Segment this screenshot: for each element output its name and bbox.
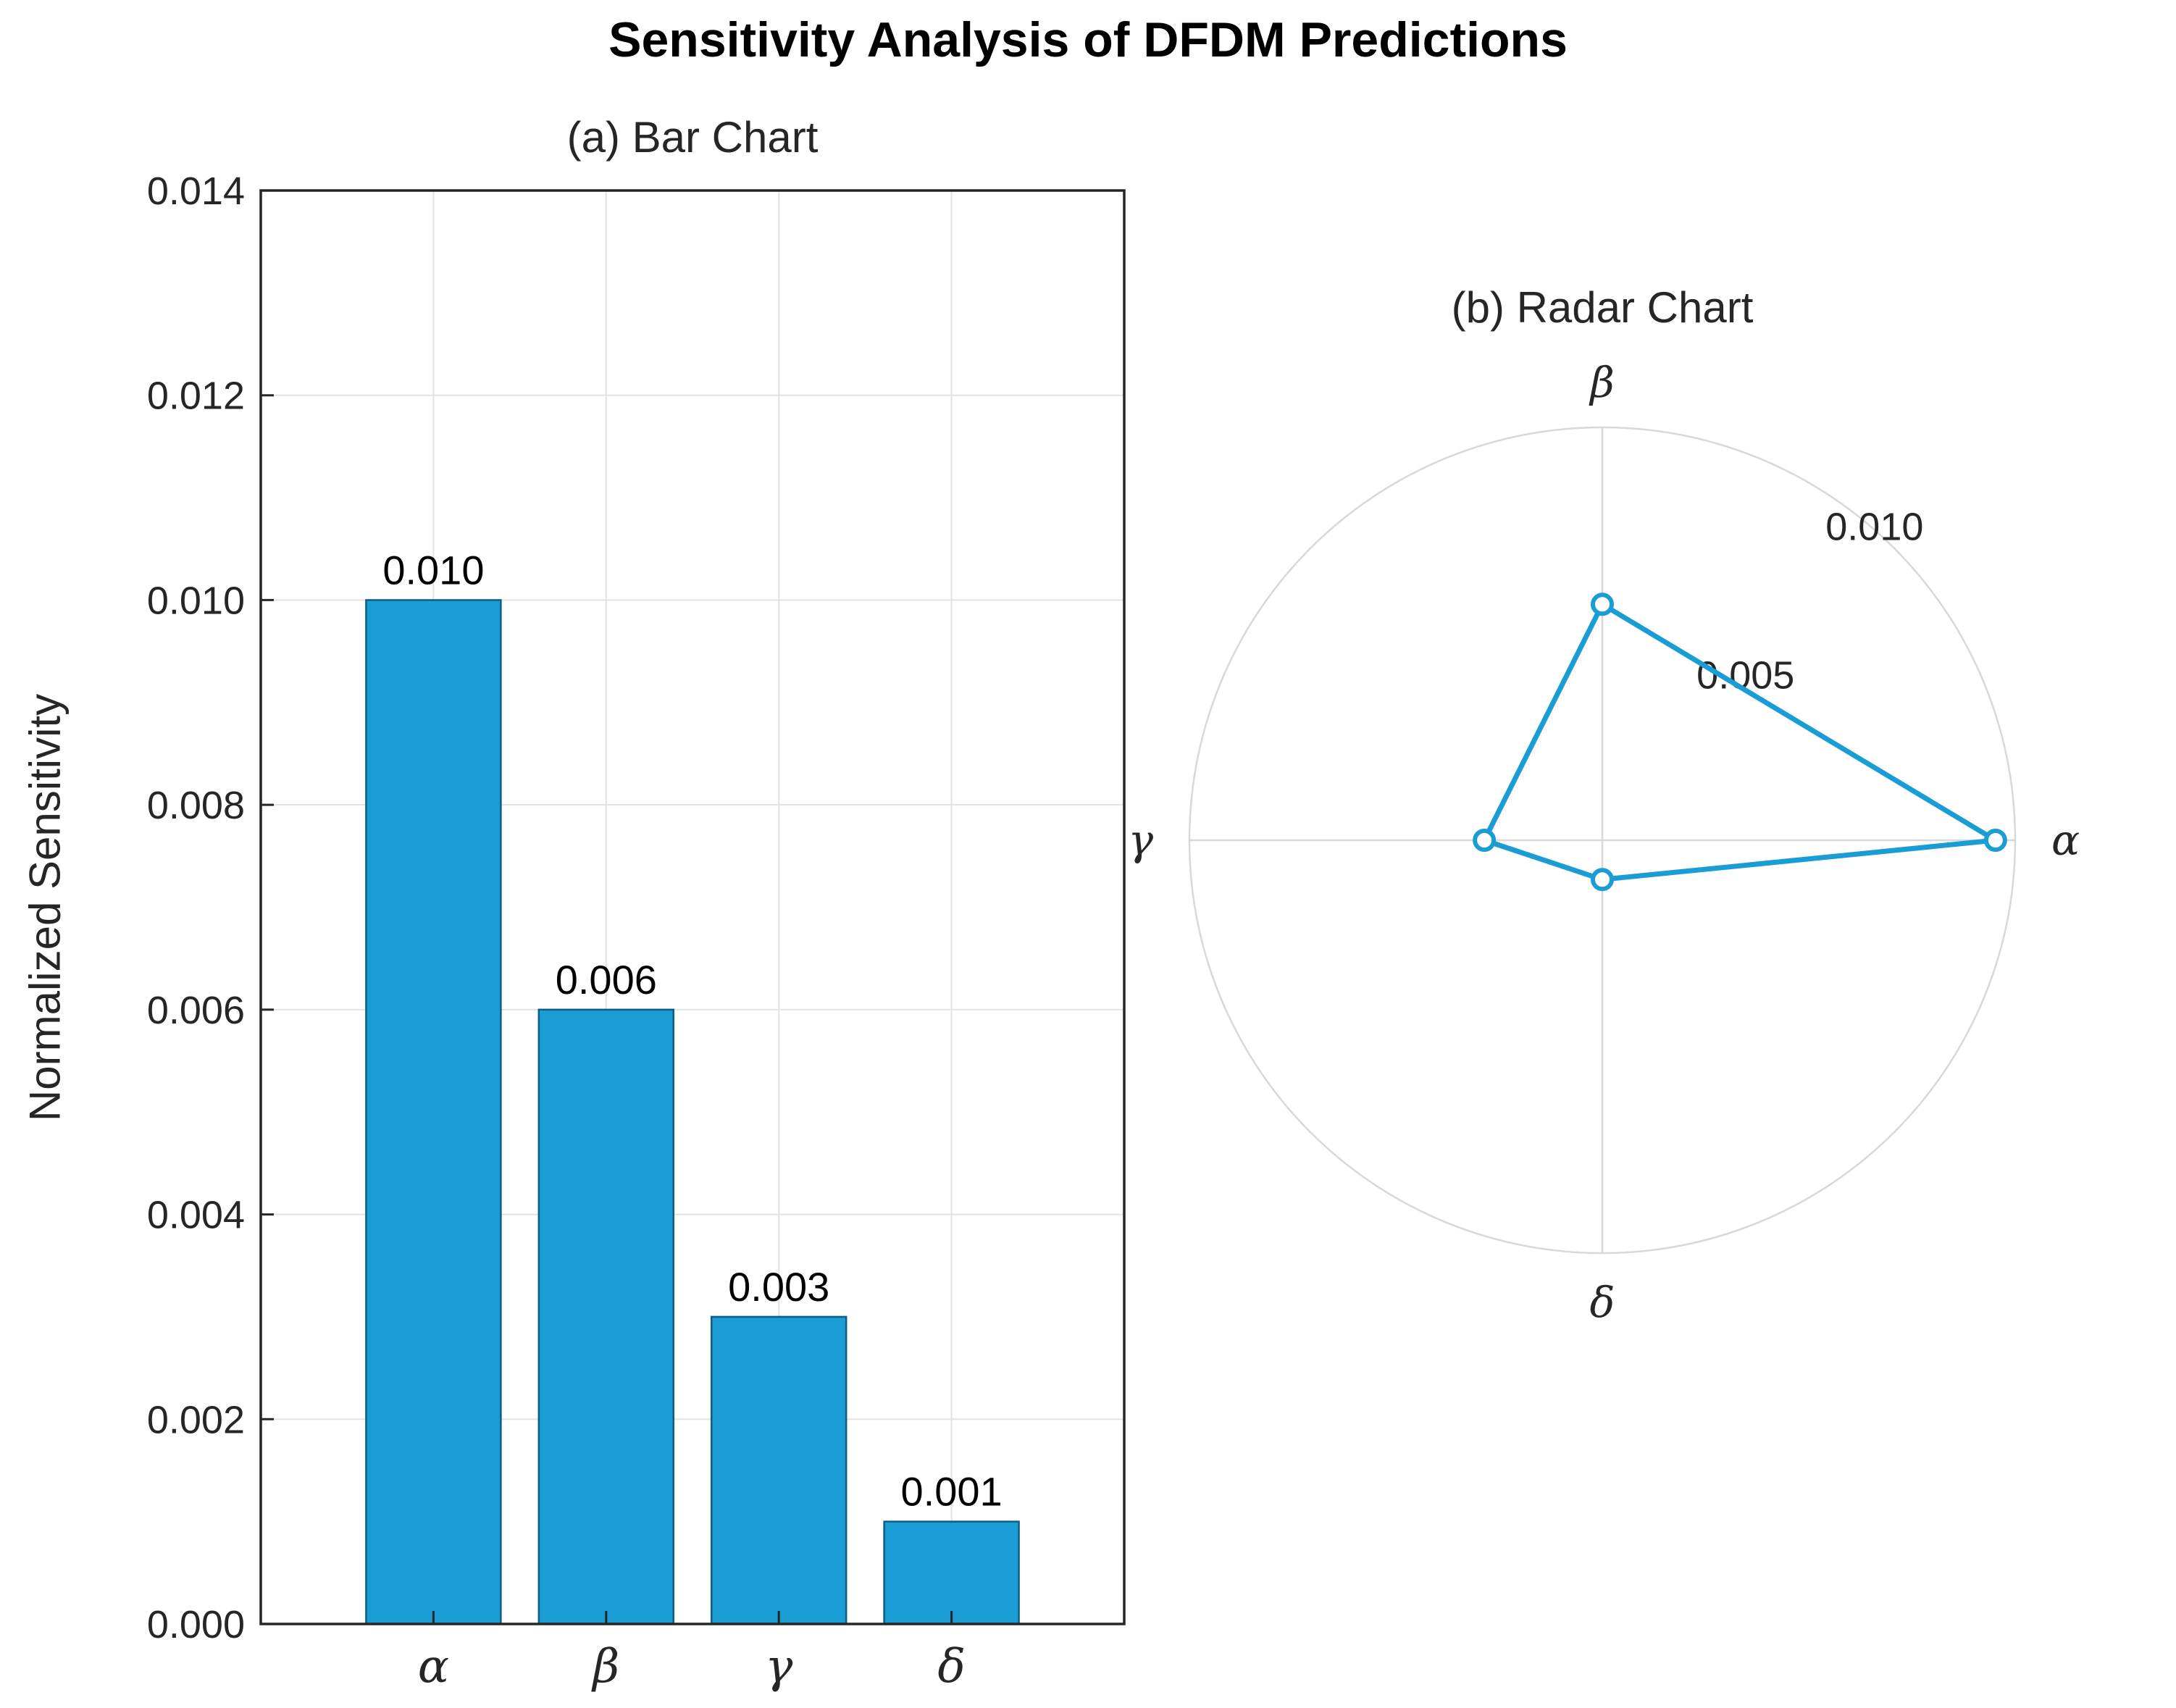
y-tick-label: 0.004 xyxy=(147,1194,245,1237)
bar xyxy=(710,1315,848,1625)
radar-subplot-title: (b) Radar Chart xyxy=(1451,283,1754,332)
bar xyxy=(883,1520,1020,1625)
y-tick-label: 0.012 xyxy=(147,374,245,418)
bar-value-label: 0.001 xyxy=(901,1469,1003,1515)
x-tick-label: β xyxy=(591,1640,619,1694)
y-tick-label: 0.002 xyxy=(147,1398,245,1441)
bar-value-label: 0.010 xyxy=(382,547,484,593)
radar-marker xyxy=(1591,868,1614,892)
radar-marker xyxy=(1473,829,1497,852)
bar-value-label: 0.003 xyxy=(728,1264,829,1310)
polar-category-label: β xyxy=(1589,358,1615,407)
radar-marker xyxy=(1591,593,1614,616)
bar-subplot-title: (a) Bar Chart xyxy=(566,113,819,162)
x-tick-label: δ xyxy=(937,1640,966,1694)
bar xyxy=(537,1008,675,1625)
y-tick-label: 0.008 xyxy=(147,784,245,827)
axes-box xyxy=(259,189,1126,1625)
polar-category-label: α xyxy=(2051,816,2080,865)
radar-polygon xyxy=(1481,601,1999,882)
polar-category-label: δ xyxy=(1590,1278,1615,1327)
polar-rtick-label: 0.010 xyxy=(1825,506,1923,549)
y-tick-label: 0.000 xyxy=(147,1603,245,1646)
bar-chart: 0.000 0.002 0.004 0.006 0.008 0.010 0.012 0.014… xyxy=(147,169,1126,1694)
bar xyxy=(365,599,502,1625)
x-tick-label: γ xyxy=(765,1640,793,1694)
x-tick-label: α xyxy=(418,1640,449,1694)
y-tick-label: 0.014 xyxy=(147,169,245,213)
figure-title: Sensitivity Analysis of DFDM Predictions xyxy=(608,12,1568,67)
y-tick-label: 0.006 xyxy=(147,989,245,1032)
radar-marker xyxy=(1983,829,2007,852)
polar-category-label: γ xyxy=(1128,816,1153,865)
bar-value-label: 0.006 xyxy=(556,957,657,1002)
y-tick-label: 0.010 xyxy=(147,579,245,622)
